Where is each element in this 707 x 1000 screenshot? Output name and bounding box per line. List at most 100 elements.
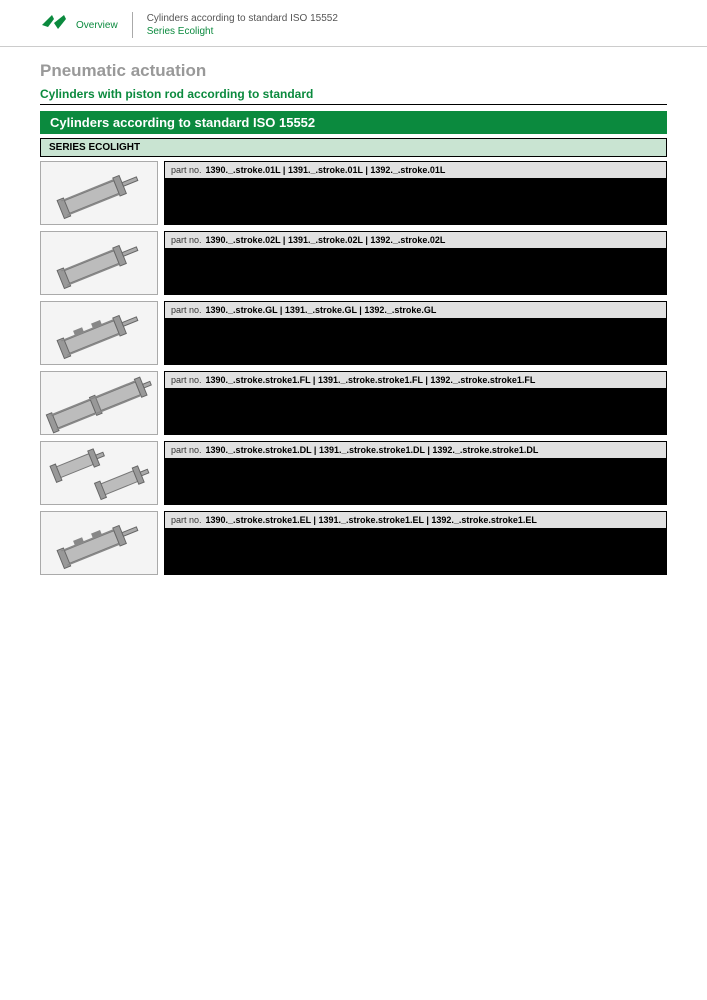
grid-header-cell	[260, 319, 402, 327]
grid-body-cell	[605, 187, 666, 224]
grid-header-cell	[402, 319, 544, 327]
grid-header-cell	[544, 389, 605, 397]
grid-header-cell	[605, 459, 666, 467]
partno-label: part no.	[171, 375, 202, 385]
grid-body-cell	[165, 397, 260, 434]
partno-label: part no.	[171, 235, 202, 245]
cylinder-image-icon	[40, 371, 158, 435]
grid-header-cell	[605, 179, 666, 187]
cylinder-image-icon	[40, 161, 158, 225]
header-line2: Series Ecolight	[147, 25, 338, 38]
product-row: part no. 1390._.stroke.01L | 1391._.stro…	[40, 161, 667, 225]
grid-body-cell	[544, 467, 605, 504]
grid-header-cell	[402, 249, 544, 257]
partno-codes: 1390._.stroke.stroke1.EL | 1391._.stroke…	[206, 515, 537, 525]
grid-header-cell	[544, 319, 605, 327]
product-row: part no. 1390._.stroke.stroke1.DL | 1391…	[40, 441, 667, 505]
cylinder-image-icon	[40, 511, 158, 575]
product-spec-grid	[164, 458, 667, 505]
partno-codes: 1390._.stroke.GL | 1391._.stroke.GL | 13…	[206, 305, 437, 315]
grid-header-cell	[544, 249, 605, 257]
grid-header-cell	[605, 529, 666, 537]
partno-bar: part no. 1390._.stroke.stroke1.FL | 1391…	[164, 371, 667, 388]
partno-codes: 1390._.stroke.stroke1.FL | 1391._.stroke…	[206, 375, 536, 385]
partno-label: part no.	[171, 305, 202, 315]
partno-label: part no.	[171, 445, 202, 455]
grid-header-cell	[544, 529, 605, 537]
grid-header-cell	[544, 179, 605, 187]
product-table-area: part no. 1390._.stroke.stroke1.EL | 1391…	[164, 511, 667, 575]
grid-body-cell	[402, 257, 544, 294]
grid-body-cell	[605, 327, 666, 364]
grid-body-cell	[605, 397, 666, 434]
grid-body-cell	[605, 467, 666, 504]
product-row: part no. 1390._.stroke.stroke1.FL | 1391…	[40, 371, 667, 435]
product-spec-grid	[164, 388, 667, 435]
logo-block: Overview	[40, 13, 118, 37]
grid-header-cell	[544, 459, 605, 467]
grid-body-cell	[402, 187, 544, 224]
partno-bar: part no. 1390._.stroke.01L | 1391._.stro…	[164, 161, 667, 178]
product-spec-grid	[164, 528, 667, 575]
grid-body-cell	[402, 397, 544, 434]
grid-header-cell	[260, 179, 402, 187]
grid-body-cell	[260, 327, 402, 364]
partno-label: part no.	[171, 515, 202, 525]
product-spec-grid	[164, 318, 667, 365]
grid-body-cell	[165, 327, 260, 364]
grid-header-cell	[402, 529, 544, 537]
grid-header-cell	[402, 459, 544, 467]
grid-body-cell	[260, 397, 402, 434]
grid-header-cell	[165, 319, 260, 327]
product-row: part no. 1390._.stroke.GL | 1391._.strok…	[40, 301, 667, 365]
grid-header-cell	[165, 179, 260, 187]
series-heading-bar: SERIES ECOLIGHT	[40, 138, 667, 157]
content-area: Pneumatic actuation Cylinders with pisto…	[0, 47, 707, 621]
grid-header-cell	[260, 529, 402, 537]
partno-bar: part no. 1390._.stroke.GL | 1391._.strok…	[164, 301, 667, 318]
product-table-area: part no. 1390._.stroke.stroke1.DL | 1391…	[164, 441, 667, 505]
cylinder-image-icon	[40, 231, 158, 295]
grid-body-cell	[165, 467, 260, 504]
product-table-area: part no. 1390._.stroke.02L | 1391._.stro…	[164, 231, 667, 295]
product-table-area: part no. 1390._.stroke.stroke1.FL | 1391…	[164, 371, 667, 435]
partno-label: part no.	[171, 165, 202, 175]
grid-body-cell	[544, 537, 605, 574]
grid-body-cell	[260, 187, 402, 224]
grid-header-cell	[165, 529, 260, 537]
grid-body-cell	[402, 327, 544, 364]
grid-header-cell	[402, 389, 544, 397]
grid-header-cell	[260, 459, 402, 467]
grid-header-cell	[605, 249, 666, 257]
header-description: Cylinders according to standard ISO 1555…	[147, 12, 338, 38]
cylinder-image-icon	[40, 301, 158, 365]
brand-logo-icon	[40, 13, 68, 37]
partno-codes: 1390._.stroke.02L | 1391._.stroke.02L | …	[206, 235, 446, 245]
grid-body-cell	[544, 327, 605, 364]
grid-body-cell	[260, 257, 402, 294]
product-table-area: part no. 1390._.stroke.GL | 1391._.strok…	[164, 301, 667, 365]
grid-header-cell	[165, 459, 260, 467]
partno-bar: part no. 1390._.stroke.stroke1.DL | 1391…	[164, 441, 667, 458]
product-row: part no. 1390._.stroke.stroke1.EL | 1391…	[40, 511, 667, 575]
grid-body-cell	[402, 537, 544, 574]
product-table-area: part no. 1390._.stroke.01L | 1391._.stro…	[164, 161, 667, 225]
grid-body-cell	[544, 257, 605, 294]
product-spec-grid	[164, 248, 667, 295]
grid-body-cell	[165, 187, 260, 224]
partno-codes: 1390._.stroke.stroke1.DL | 1391._.stroke…	[206, 445, 539, 455]
grid-body-cell	[260, 537, 402, 574]
section-heading-bar: Cylinders according to standard ISO 1555…	[40, 111, 667, 134]
header-divider	[132, 12, 133, 38]
grid-header-cell	[605, 319, 666, 327]
partno-bar: part no. 1390._.stroke.stroke1.EL | 1391…	[164, 511, 667, 528]
grid-body-cell	[165, 537, 260, 574]
grid-body-cell	[260, 467, 402, 504]
overview-label: Overview	[76, 20, 118, 31]
page-subtitle: Cylinders with piston rod according to s…	[40, 87, 667, 105]
partno-codes: 1390._.stroke.01L | 1391._.stroke.01L | …	[206, 165, 446, 175]
header-line1: Cylinders according to standard ISO 1555…	[147, 12, 338, 25]
grid-body-cell	[544, 187, 605, 224]
grid-body-cell	[165, 257, 260, 294]
grid-header-cell	[605, 389, 666, 397]
